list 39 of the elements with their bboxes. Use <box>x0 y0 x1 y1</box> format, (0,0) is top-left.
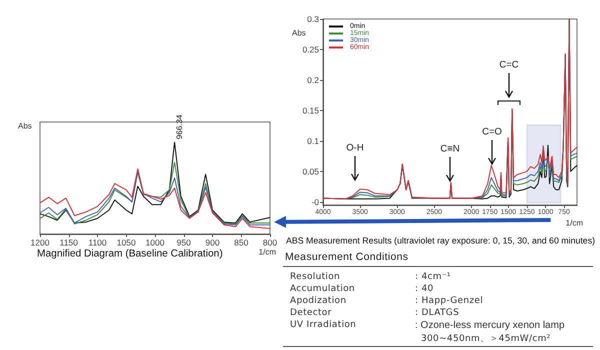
text: : Happ-Genzel <box>415 296 484 306</box>
text: Magnified Diagram (Baseline Calibration) <box>37 248 223 260</box>
y-tick-label: 0.25 <box>302 44 320 54</box>
text: : Ozone-less mercury xenon lamp <box>415 320 565 331</box>
annotation: C=O <box>482 126 502 138</box>
text: Detector <box>290 308 332 318</box>
annotation: O-H <box>346 142 364 154</box>
x-axis-title: 1/cm <box>566 218 584 228</box>
x-tick-label: 1150 <box>60 238 78 248</box>
text: : 4cm⁻¹ <box>415 272 451 282</box>
text: ABS Measurement Results (ultraviolet ray exposure: 0, 15, 30, and 60 minutes) <box>286 236 596 246</box>
text: : DLATGS <box>415 308 460 318</box>
y-tick-label: 0.3 <box>307 14 320 24</box>
y-tick-label: -0 <box>311 196 320 207</box>
x-tick-label: 1050 <box>116 238 136 248</box>
x-tick-label: 1100 <box>88 238 107 248</box>
text: Measurement Conditions <box>285 251 408 263</box>
x-tick-label: 900 <box>205 238 220 248</box>
y-tick-label: 0.1 <box>307 136 320 146</box>
y-axis-title: Abs <box>292 28 306 38</box>
text: 966.34 <box>175 114 184 140</box>
x-tick-label: 1000 <box>146 238 165 248</box>
x-axis-title: 1/cm <box>258 248 276 256</box>
y-axis-title: Abs <box>18 122 32 130</box>
text: : 40 <box>415 284 434 294</box>
x-tick-label: 1200 <box>30 238 50 248</box>
annotation: C≡N <box>440 144 460 154</box>
x-tick-label: 950 <box>176 238 192 248</box>
text: Resolution <box>290 272 340 282</box>
text: Apodization <box>290 296 346 306</box>
y-tick-label: 0.05 <box>302 166 320 176</box>
y-tick-label: 0.2 <box>307 74 320 85</box>
text: 300~450nm、＞45mW/cm² <box>421 333 551 345</box>
y-tick-label: 0.15 <box>302 105 320 116</box>
x-tick-label: 850 <box>234 238 249 248</box>
text: UV Irradiation <box>290 320 356 330</box>
annotation: C=C <box>499 60 519 70</box>
text: Accumulation <box>290 284 355 294</box>
x-tick-label: 800 <box>262 238 278 248</box>
